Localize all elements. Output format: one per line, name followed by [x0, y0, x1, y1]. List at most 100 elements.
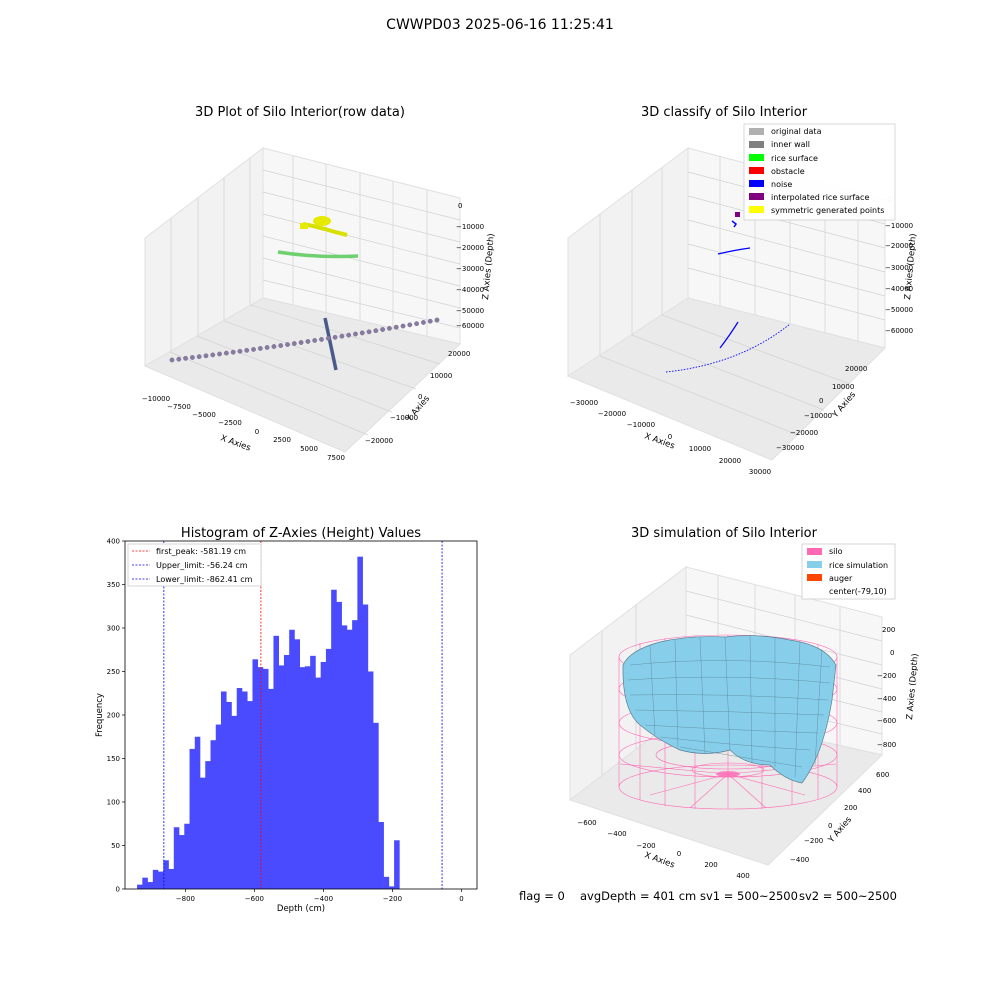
histogram-bar [336, 601, 342, 889]
legend-swatch-symmetric [749, 206, 764, 213]
raw-scan-point [434, 317, 440, 323]
histogram-title: Histogram of Z-Axies (Height) Values [181, 526, 421, 541]
histogram-ytick-label: 100 [107, 799, 120, 807]
histogram-bar [304, 666, 311, 889]
svg-text:200: 200 [704, 861, 717, 869]
svg-text:−800: −800 [877, 741, 896, 749]
svg-text:−10000: −10000 [456, 223, 484, 231]
simulation-yticks: 600 400 200 0 −200 −400 [790, 771, 889, 864]
histogram-ytick-label: 350 [107, 581, 120, 589]
raw-scan-point [169, 357, 175, 363]
raw-scan-point [325, 335, 331, 341]
svg-text:−20000: −20000 [885, 242, 913, 250]
svg-text:2500: 2500 [273, 436, 291, 444]
legend-original: original data [771, 127, 822, 136]
raw-xlabel: X Axies [219, 433, 252, 453]
histogram-xlabel: Depth (cm) [277, 904, 325, 914]
rice-simulation-surface [622, 634, 837, 784]
simulation-zlabel: Z Axies (Depth) [905, 653, 921, 720]
raw-scan-point [400, 323, 406, 329]
raw-zticks: 0 −10000 −20000 −30000 −40000 −50000 −60… [456, 202, 484, 330]
svg-text:−50000: −50000 [456, 307, 484, 315]
svg-text:10000: 10000 [689, 445, 711, 453]
svg-text:−10000: −10000 [142, 395, 170, 403]
svg-text:200: 200 [882, 626, 895, 634]
legend-swatch-original [749, 128, 764, 135]
histogram-bar [137, 884, 143, 889]
raw-yticks: 20000 10000 0 −10000 −20000 [365, 350, 470, 445]
raw-scan-point [346, 332, 352, 338]
legend-swatch-inner-wall [749, 141, 764, 148]
legend-swatch-obstacle [749, 167, 764, 174]
raw-scan-point [244, 347, 250, 353]
svg-text:−600: −600 [877, 717, 896, 725]
histogram-bar [189, 748, 196, 889]
simulation-xlabel: X Axies [643, 850, 676, 870]
histogram-ytick-label: 200 [107, 712, 120, 720]
svg-text:−5000: −5000 [192, 411, 216, 419]
raw-scan-point [210, 352, 216, 358]
histogram-ytick-label: 400 [107, 538, 120, 546]
raw-scan-point [339, 333, 345, 339]
raw-3d-plot: 3D Plot of Silo Interior(row data) −1000… [142, 105, 497, 462]
histogram-xticks: −800 −600 −400 −200 0 [176, 889, 464, 903]
svg-text:600: 600 [876, 771, 889, 779]
svg-text:400: 400 [736, 872, 749, 880]
histogram-bar [388, 886, 395, 889]
svg-text:0: 0 [458, 202, 462, 210]
histogram-bar [247, 701, 253, 889]
raw-scan-point [264, 345, 270, 350]
raw-scan-point [285, 342, 290, 347]
svg-text:−20000: −20000 [365, 437, 393, 445]
svg-text:−30000: −30000 [776, 444, 804, 452]
raw-scan-point [353, 331, 358, 337]
legend-auger: auger [829, 574, 853, 583]
svg-text:0: 0 [255, 428, 259, 436]
histogram-chart: Histogram of Z-Axies (Height) Values −80… [95, 526, 478, 914]
histogram-bar [215, 724, 222, 889]
svg-text:−10000: −10000 [627, 421, 655, 429]
raw-scan-point [257, 346, 263, 351]
histogram-bar [331, 589, 337, 889]
raw-scan-point [237, 348, 243, 354]
svg-text:−7500: −7500 [167, 403, 191, 411]
svg-text:−60000: −60000 [456, 322, 484, 330]
svg-text:−20000: −20000 [456, 244, 484, 252]
raw-scan-point [380, 327, 386, 332]
svg-text:−400: −400 [790, 856, 809, 864]
histogram-xtick-label: −400 [314, 895, 333, 903]
svg-text:−400: −400 [877, 695, 896, 703]
histogram-bar [367, 671, 374, 889]
svg-text:400: 400 [858, 787, 871, 795]
legend-silo: silo [829, 547, 843, 556]
histogram-bar [236, 688, 243, 889]
histogram-bar [278, 665, 285, 889]
simulation-zticks: 200 0 −200 −400 −600 −800 [877, 626, 896, 749]
raw-scan-point [298, 340, 304, 345]
svg-text:5000: 5000 [300, 445, 318, 453]
raw-plot-title: 3D Plot of Silo Interior(row data) [195, 105, 405, 120]
histogram-bars [137, 556, 400, 889]
histogram-bar [210, 740, 217, 889]
raw-scan-point [196, 354, 202, 360]
raw-scan-point [427, 318, 433, 324]
svg-text:−20000: −20000 [598, 410, 626, 418]
raw-rice-scan [277, 216, 359, 371]
svg-text:0: 0 [890, 649, 894, 657]
histogram-bar [315, 677, 321, 889]
svg-text:−60000: −60000 [885, 327, 913, 335]
svg-text:10000: 10000 [430, 372, 452, 380]
histogram-xtick-label: −800 [176, 895, 195, 903]
histogram-bar [283, 654, 290, 889]
histogram-bar [362, 604, 369, 889]
svg-text:−200: −200 [877, 672, 896, 680]
legend-interpolated: interpolated rice surface [771, 193, 869, 202]
classify-yticks: 20000 10000 0 −10000 −20000 −30000 [776, 365, 867, 452]
histogram-bar [394, 840, 400, 889]
histogram-bar [273, 635, 280, 889]
svg-text:20000: 20000 [448, 350, 470, 358]
histogram-bar [163, 860, 169, 889]
raw-scan-point [366, 329, 372, 335]
legend-swatch-noise [749, 180, 764, 187]
simulation-xticks: −600 −400 −200 0 200 400 [577, 819, 749, 880]
